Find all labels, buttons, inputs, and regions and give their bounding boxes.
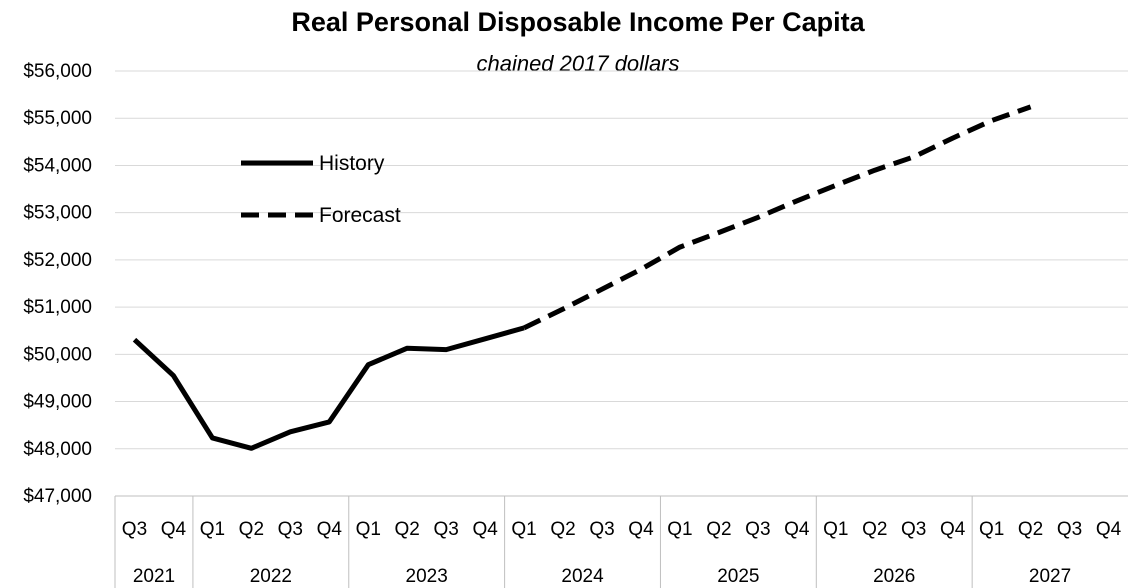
x-tick-label: Q2 — [550, 519, 575, 540]
year-label: 2026 — [873, 566, 915, 587]
x-tick-label: Q2 — [862, 519, 887, 540]
x-tick-label: Q4 — [161, 519, 187, 540]
x-tick-label: Q1 — [200, 519, 225, 540]
x-tick-label: Q1 — [823, 519, 848, 540]
y-tick-label: $47,000 — [23, 486, 92, 507]
x-tick-label: Q4 — [628, 519, 654, 540]
x-tick-label: Q4 — [940, 519, 966, 540]
x-tick-label: Q3 — [122, 519, 147, 540]
x-tick-label: Q1 — [511, 519, 536, 540]
x-tick-label: Q2 — [395, 519, 420, 540]
x-tick-label: Q3 — [1057, 519, 1082, 540]
legend-history-label: History — [319, 152, 385, 175]
x-tick-label: Q3 — [589, 519, 614, 540]
x-tick-label: Q4 — [472, 519, 498, 540]
x-tick-label: Q1 — [979, 519, 1004, 540]
chart-title: Real Personal Disposable Income Per Capi… — [291, 7, 865, 37]
x-tick-label: Q3 — [433, 519, 458, 540]
y-axis-ticks: $47,000 $48,000 $49,000 $50,000 $51,000 $52,0… — [23, 61, 92, 507]
x-tick-label: Q4 — [317, 519, 343, 540]
x-tick-label: Q2 — [239, 519, 264, 540]
year-label: 2023 — [406, 566, 448, 587]
y-tick-label: $54,000 — [23, 155, 92, 176]
x-axis: Q3 Q4 Q1 Q2 Q3 Q4 Q1 Q2 Q3 Q4 Q1 Q2 Q3 Q4 Q1 Q2 Q3 Q4 Q1 Q2… — [114, 495, 1128, 588]
y-tick-label: $50,000 — [23, 344, 92, 365]
y-tick-label: $51,000 — [23, 297, 92, 318]
y-tick-label: $49,000 — [23, 392, 92, 413]
legend-forecast-label: Forecast — [319, 204, 401, 227]
year-label: 2027 — [1029, 566, 1071, 587]
x-tick-label: Q4 — [784, 519, 810, 540]
x-tick-label: Q3 — [901, 519, 926, 540]
x-tick-label: Q2 — [706, 519, 731, 540]
series-lines — [132, 104, 1032, 451]
year-label: 2021 — [133, 566, 175, 587]
x-tick-label: Q3 — [745, 519, 770, 540]
series-line-forecast — [523, 104, 1032, 331]
x-tick-label: Q4 — [1096, 519, 1122, 540]
x-tick-label: Q2 — [1018, 519, 1043, 540]
x-tick-label: Q1 — [356, 519, 381, 540]
chart-subtitle: chained 2017 dollars — [476, 51, 679, 76]
x-tick-label: Q3 — [278, 519, 303, 540]
year-label: 2025 — [717, 566, 759, 587]
legend: History Forecast — [241, 152, 401, 227]
year-label: 2022 — [250, 566, 292, 587]
x-tick-label: Q1 — [667, 519, 692, 540]
y-tick-label: $53,000 — [23, 203, 92, 224]
y-tick-label: $56,000 — [23, 61, 92, 82]
y-tick-label: $52,000 — [23, 250, 92, 271]
y-tick-label: $48,000 — [23, 439, 92, 460]
series-line-history — [132, 325, 525, 451]
y-tick-label: $55,000 — [23, 108, 92, 129]
year-label: 2024 — [561, 566, 604, 587]
